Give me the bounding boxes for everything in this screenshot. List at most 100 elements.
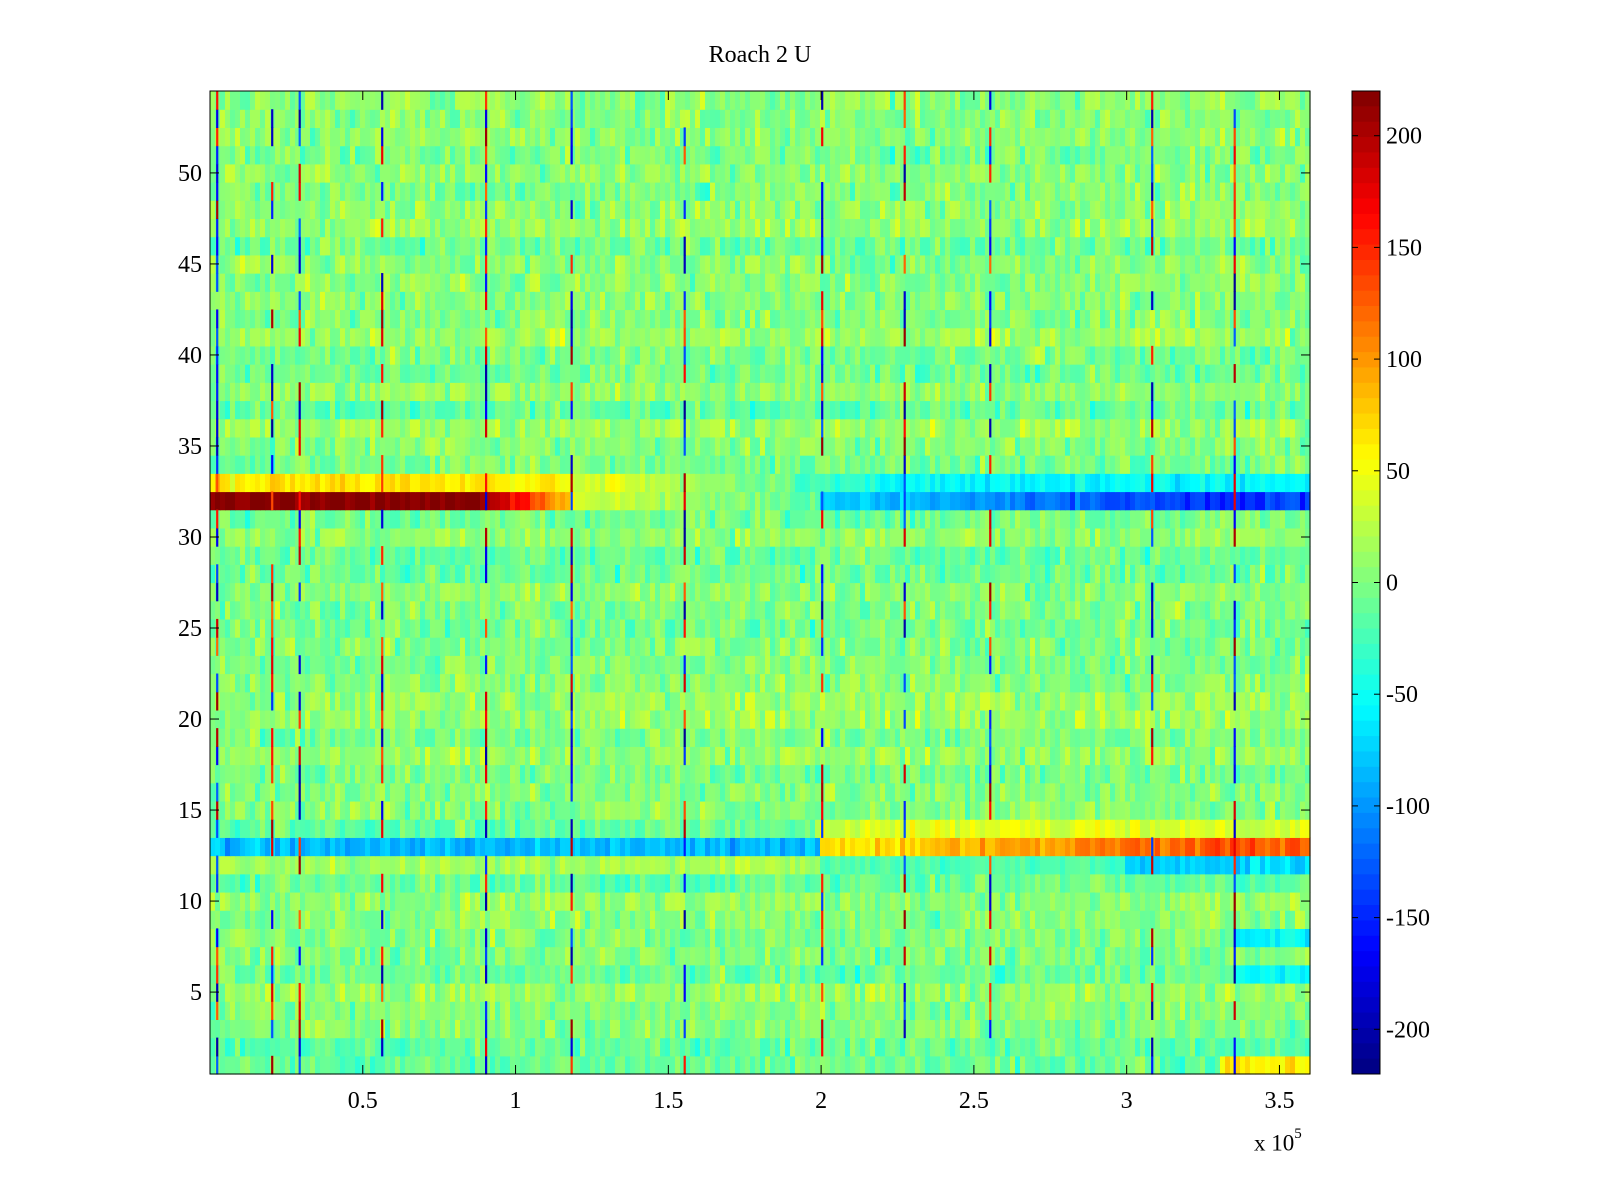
heatmap-cell xyxy=(765,655,771,675)
heatmap-cell xyxy=(630,1037,636,1057)
heatmap-cell xyxy=(655,964,661,984)
heatmap-cell xyxy=(375,1001,381,1020)
heatmap-cell xyxy=(1025,709,1031,729)
heatmap-cell xyxy=(485,673,491,693)
heatmap-cell xyxy=(1215,800,1221,820)
heatmap-cell xyxy=(1020,819,1026,838)
heatmap-cell xyxy=(625,1037,631,1057)
heatmap-cell xyxy=(880,1037,886,1057)
heatmap-cell xyxy=(1120,946,1126,966)
heatmap-cell xyxy=(710,782,716,802)
heatmap-cell xyxy=(840,855,846,875)
heatmap-cell xyxy=(1275,873,1281,893)
heatmap-cell xyxy=(840,655,846,675)
heatmap-cell xyxy=(560,964,566,984)
heatmap-cell xyxy=(910,910,916,929)
heatmap-cell xyxy=(870,746,876,766)
heatmap-cell xyxy=(815,691,821,711)
heatmap-cell xyxy=(680,946,686,966)
heatmap-cell xyxy=(475,782,481,802)
heatmap-cell xyxy=(980,946,986,966)
heatmap-cell xyxy=(725,946,731,966)
heatmap-cell xyxy=(1050,691,1056,711)
heatmap-cell xyxy=(605,837,611,857)
heatmap-cell xyxy=(1025,873,1031,893)
heatmap-cell xyxy=(680,728,686,747)
heatmap-cell xyxy=(510,837,516,857)
heatmap-cell xyxy=(885,873,891,893)
heatmap-cell xyxy=(790,910,796,929)
heatmap-cell xyxy=(930,800,936,820)
heatmap-cell xyxy=(950,709,956,729)
heatmap-cell xyxy=(645,819,651,838)
heatmap-cell xyxy=(1020,855,1026,875)
heatmap-cell xyxy=(1215,855,1221,875)
heatmap-cell xyxy=(705,709,711,729)
heatmap-cell xyxy=(1145,728,1151,747)
heatmap-cell xyxy=(605,873,611,893)
heatmap-cell xyxy=(1040,800,1046,820)
heatmap-cell xyxy=(260,837,266,857)
heatmap-cell xyxy=(765,928,771,948)
heatmap-cell xyxy=(345,873,351,893)
heatmap-cell xyxy=(715,764,721,784)
heatmap-cell xyxy=(1220,946,1226,966)
heatmap-cell xyxy=(995,1019,1001,1039)
heatmap-cell xyxy=(920,946,926,966)
heatmap-cell xyxy=(520,873,526,893)
heatmap-cell xyxy=(1135,855,1141,875)
heatmap-cell xyxy=(1045,1037,1051,1057)
heatmap-cell xyxy=(1155,691,1161,711)
heatmap-cell xyxy=(965,1037,971,1057)
heatmap-cell xyxy=(970,746,976,766)
heatmap-cell xyxy=(700,1055,706,1075)
heatmap-cell xyxy=(695,946,701,966)
heatmap-cell xyxy=(1290,1019,1296,1039)
heatmap-cell xyxy=(1275,837,1281,857)
heatmap-cell xyxy=(1145,855,1151,875)
heatmap-cell xyxy=(1165,891,1171,911)
heatmap-cell xyxy=(1110,910,1116,929)
heatmap-cell xyxy=(780,746,786,766)
heatmap-cell xyxy=(1175,691,1181,711)
heatmap-cell xyxy=(1075,855,1081,875)
heatmap-cell xyxy=(1085,782,1091,802)
heatmap-cell xyxy=(795,655,801,675)
heatmap-cell xyxy=(815,819,821,838)
heatmap-cell xyxy=(930,1055,936,1075)
heatmap-cell xyxy=(235,709,241,729)
heatmap-cell xyxy=(540,782,546,802)
heatmap-cell xyxy=(250,746,256,766)
heatmap-cell xyxy=(710,746,716,766)
heatmap-cell xyxy=(955,982,961,1002)
heatmap-cell xyxy=(535,746,541,766)
heatmap-cell xyxy=(600,928,606,948)
heatmap-cell xyxy=(1285,819,1291,838)
heatmap-cell xyxy=(385,982,391,1002)
heatmap-cell xyxy=(1080,746,1086,766)
heatmap-cell xyxy=(460,800,466,820)
heatmap-cell xyxy=(905,1037,911,1057)
heatmap-cell xyxy=(925,764,931,784)
heatmap-cell xyxy=(1285,910,1291,929)
heatmap-cell xyxy=(1035,1037,1041,1057)
heatmap-cell xyxy=(1005,910,1011,929)
heatmap-cell xyxy=(880,709,886,729)
heatmap-cell xyxy=(945,655,951,675)
heatmap-cell xyxy=(1230,1019,1236,1039)
heatmap-cell xyxy=(910,655,916,675)
heatmap-cell xyxy=(385,800,391,820)
heatmap-cell xyxy=(990,709,996,729)
heatmap-cell xyxy=(730,982,736,1002)
heatmap-cell xyxy=(305,855,311,875)
heatmap-cell xyxy=(410,855,416,875)
heatmap-cell xyxy=(475,873,481,893)
heatmap-cell xyxy=(1240,764,1246,784)
heatmap-cell xyxy=(655,819,661,838)
heatmap-cell xyxy=(480,782,486,802)
heatmap-cell xyxy=(315,910,321,929)
heatmap-cell xyxy=(765,709,771,729)
heatmap-cell xyxy=(295,764,301,784)
heatmap-cell xyxy=(1225,964,1231,984)
heatmap-cell xyxy=(1155,910,1161,929)
